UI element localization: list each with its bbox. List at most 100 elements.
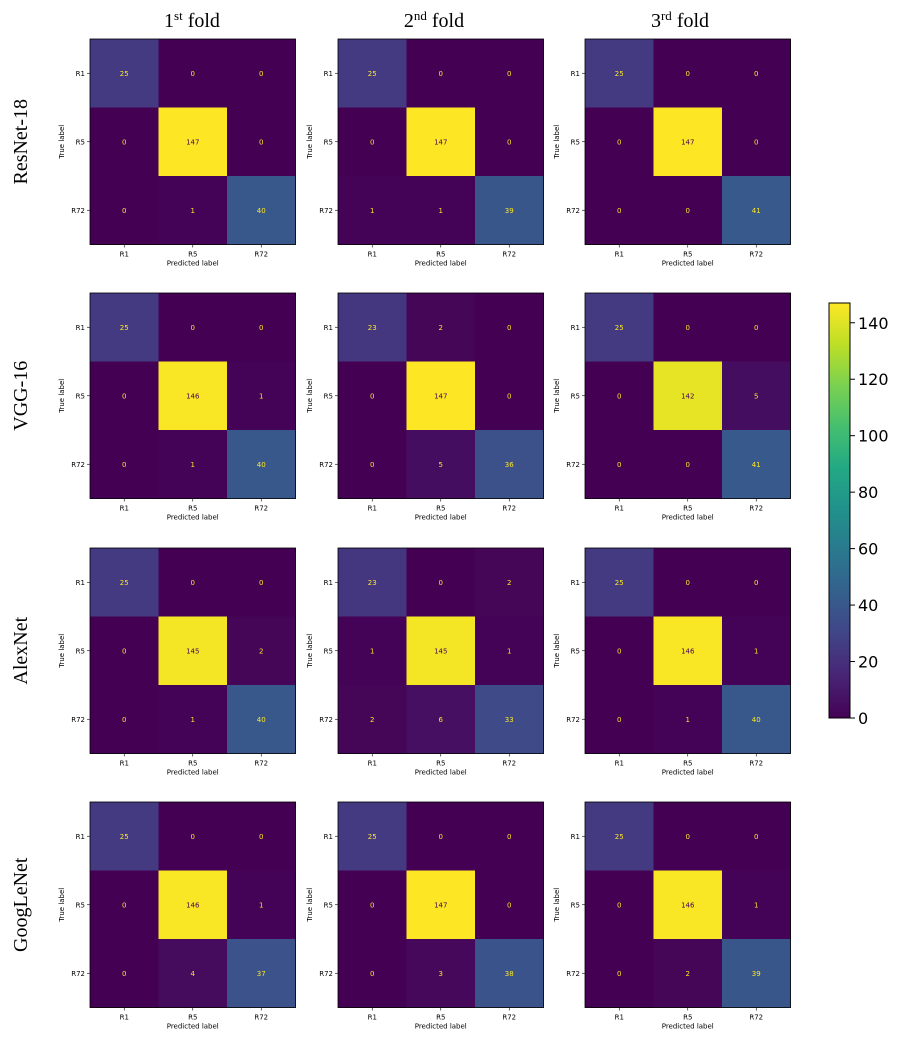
cell-value: 146 bbox=[186, 901, 200, 909]
x-tick-label: R1 bbox=[368, 760, 377, 768]
cell-value: 25 bbox=[368, 70, 377, 78]
confusion-matrix-r2-c1: 25 0 0 0 146 1 0 1 40 R1 R5 R72 R1 R5 R72 Predicted lab… bbox=[58, 292, 296, 522]
cell-value: 1 bbox=[754, 901, 758, 909]
cell-value: 0 bbox=[686, 324, 690, 332]
matrix-cell bbox=[90, 548, 159, 617]
y-tick-label: R5 bbox=[571, 647, 580, 655]
cell-value: 146 bbox=[681, 901, 695, 909]
cell-value: 1 bbox=[439, 207, 443, 215]
x-tick-label: R5 bbox=[436, 251, 445, 259]
x-tick-label: R1 bbox=[120, 251, 129, 259]
cell-value: 0 bbox=[122, 901, 126, 909]
cell-value: 145 bbox=[186, 647, 199, 655]
y-tick-label: R5 bbox=[76, 392, 85, 400]
matrix-cell bbox=[338, 176, 407, 245]
y-tick-label: R72 bbox=[319, 970, 333, 978]
cell-value: 0 bbox=[617, 461, 621, 469]
x-axis-label: Predicted label bbox=[415, 260, 467, 268]
row-title-alexnet: AlexNet bbox=[10, 616, 32, 684]
matrix-cell bbox=[653, 293, 723, 362]
x-axis-label: Predicted label bbox=[662, 514, 714, 522]
x-tick-label: R72 bbox=[502, 505, 516, 513]
cell-value: 0 bbox=[686, 207, 690, 215]
cell-value: 1 bbox=[259, 901, 263, 909]
cell-value: 0 bbox=[122, 207, 126, 215]
matrix-cell bbox=[406, 870, 476, 940]
cell-value: 36 bbox=[505, 461, 514, 469]
matrix-cell bbox=[90, 293, 159, 362]
matrix-cell bbox=[722, 870, 791, 940]
matrix-cell bbox=[227, 293, 296, 362]
cell-value: 146 bbox=[186, 392, 200, 400]
cell-value: 23 bbox=[368, 324, 377, 332]
matrix-cell bbox=[338, 685, 407, 754]
y-axis-label: True label bbox=[553, 125, 561, 160]
matrix-cell bbox=[158, 870, 228, 940]
column-title-word: fold bbox=[672, 10, 709, 32]
y-tick-label: R72 bbox=[319, 207, 333, 215]
cell-value: 0 bbox=[686, 833, 690, 841]
confusion-matrix-r3-c2: 23 0 2 1 145 1 2 6 33 R1 R5 R72 R1 R5 R72 Predicted lab… bbox=[306, 547, 544, 777]
cell-value: 0 bbox=[507, 392, 511, 400]
matrix-cell bbox=[653, 616, 723, 686]
cell-value: 0 bbox=[754, 138, 758, 146]
cell-value: 0 bbox=[617, 970, 621, 978]
matrix-cell bbox=[90, 107, 159, 177]
x-tick-label: R5 bbox=[683, 760, 692, 768]
y-axis-label: True label bbox=[306, 379, 314, 414]
row-title-googlenet: GoogLeNet bbox=[10, 857, 32, 952]
matrix-cell bbox=[475, 107, 544, 177]
cell-value: 1 bbox=[754, 647, 758, 655]
matrix-cell bbox=[722, 107, 791, 177]
cell-value: 0 bbox=[439, 833, 443, 841]
matrix-cell bbox=[475, 939, 544, 1008]
cell-value: 147 bbox=[186, 138, 199, 146]
colorbar: 0 20 40 60 80 100 120 140 bbox=[828, 302, 889, 728]
y-tick-label: R1 bbox=[76, 70, 85, 78]
x-axis-label: Predicted label bbox=[415, 769, 467, 777]
cell-value: 39 bbox=[505, 207, 514, 215]
cell-value: 0 bbox=[686, 461, 690, 469]
matrix-cell bbox=[475, 176, 544, 245]
matrix-cell bbox=[653, 107, 723, 177]
confusion-matrix-r4-c2: 25 0 0 0 147 0 0 3 38 R1 R5 R72 R1 R5 R72 Predicted lab… bbox=[306, 801, 544, 1031]
matrix-cell bbox=[406, 616, 476, 686]
x-tick-label: R5 bbox=[188, 760, 197, 768]
matrix-cell bbox=[653, 685, 723, 754]
matrix-cell bbox=[653, 939, 723, 1008]
y-tick-label: R5 bbox=[324, 647, 333, 655]
cell-value: 0 bbox=[122, 138, 126, 146]
cell-value: 3 bbox=[439, 970, 443, 978]
cell-value: 0 bbox=[370, 138, 374, 146]
x-tick-label: R72 bbox=[502, 1014, 516, 1022]
cell-value: 38 bbox=[505, 970, 514, 978]
cell-value: 40 bbox=[257, 716, 266, 724]
matrix-cell bbox=[585, 616, 654, 686]
matrix-cell bbox=[338, 39, 407, 108]
x-tick-label: R1 bbox=[120, 505, 129, 513]
confusion-matrix-r3-c3: 25 0 0 0 146 1 0 1 40 R1 R5 R72 R1 R5 R72 Predicted lab… bbox=[553, 547, 791, 777]
colorbar-tick-label: 40 bbox=[858, 596, 878, 615]
matrix-cell bbox=[227, 802, 296, 871]
matrix-cell bbox=[90, 361, 159, 431]
colorbar-tick-label: 140 bbox=[858, 314, 889, 333]
colorbar-tick-label: 120 bbox=[858, 370, 889, 389]
y-axis-label: True label bbox=[306, 888, 314, 923]
cell-value: 2 bbox=[370, 716, 374, 724]
matrix-cell bbox=[585, 293, 654, 362]
matrix-cell bbox=[585, 548, 654, 617]
cell-value: 0 bbox=[507, 901, 511, 909]
matrix-cell bbox=[475, 293, 544, 362]
confusion-matrix-r1-c2: 25 0 0 0 147 0 1 1 39 R1 R5 R72 R1 R5 R72 Predicted lab… bbox=[306, 38, 544, 268]
cell-value: 5 bbox=[439, 461, 443, 469]
cell-value: 25 bbox=[120, 70, 129, 78]
cell-value: 5 bbox=[754, 392, 758, 400]
matrix-cell bbox=[158, 548, 228, 617]
matrix-cell bbox=[338, 293, 407, 362]
confusion-matrix-r2-c3: 25 0 0 0 142 5 0 0 41 R1 R5 R72 R1 R5 R72 Predicted lab… bbox=[553, 292, 791, 522]
cell-value: 0 bbox=[686, 579, 690, 587]
x-tick-label: R5 bbox=[436, 1014, 445, 1022]
y-tick-label: R72 bbox=[71, 716, 85, 724]
cell-value: 147 bbox=[434, 901, 447, 909]
cell-value: 0 bbox=[617, 392, 621, 400]
